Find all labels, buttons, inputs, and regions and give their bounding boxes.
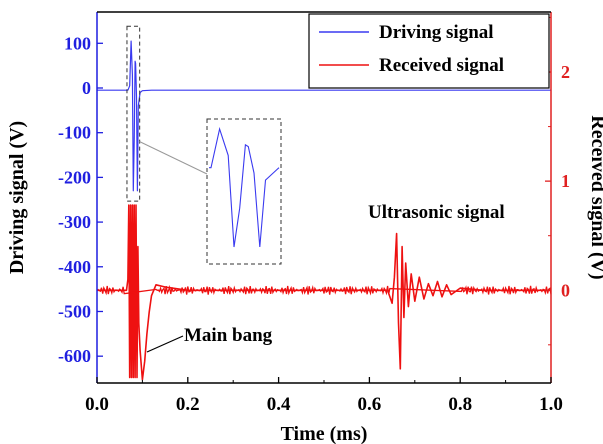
x-axis-title: Time (ms) [281, 423, 368, 444]
right-tick-label: 0 [561, 280, 570, 300]
left-tick-label: -100 [58, 123, 91, 143]
left-tick-label: 100 [64, 33, 91, 53]
right-axis-title: Received signal (V) [587, 115, 603, 279]
legend-box [308, 13, 550, 89]
right-tick-label: 1 [561, 171, 570, 191]
inset-driving-line [209, 126, 280, 248]
left-tick-label: -600 [58, 346, 91, 366]
main-bang-arrow [146, 335, 184, 353]
zoom-connector [139, 141, 208, 175]
left-tick-label: -200 [58, 167, 91, 187]
x-tick-label: 1.0 [539, 394, 563, 415]
x-tick-label: 0.0 [85, 394, 109, 415]
left-axis-title: Driving signal (V) [6, 121, 28, 274]
x-tick-label: 0.2 [176, 394, 200, 415]
x-tick-label: 0.8 [448, 394, 472, 415]
x-tick-label: 0.4 [267, 394, 291, 415]
left-tick-label: -300 [58, 212, 91, 232]
annotation-main-bang: Main bang [184, 325, 273, 346]
legend-label: Received signal [379, 55, 504, 76]
annotation-ultrasonic: Ultrasonic signal [368, 202, 505, 223]
left-tick-label: -500 [58, 301, 91, 321]
right-tick-label: 2 [561, 62, 570, 82]
left-tick-label: 0 [82, 78, 91, 98]
x-tick-label: 0.6 [358, 394, 382, 415]
legend-label: Driving signal [379, 22, 494, 43]
zoom-box [126, 25, 141, 202]
inset-box [206, 118, 282, 265]
driving-signal-line [97, 40, 551, 192]
received-noise-trace [96, 284, 552, 296]
left-tick-label: -400 [58, 257, 91, 277]
